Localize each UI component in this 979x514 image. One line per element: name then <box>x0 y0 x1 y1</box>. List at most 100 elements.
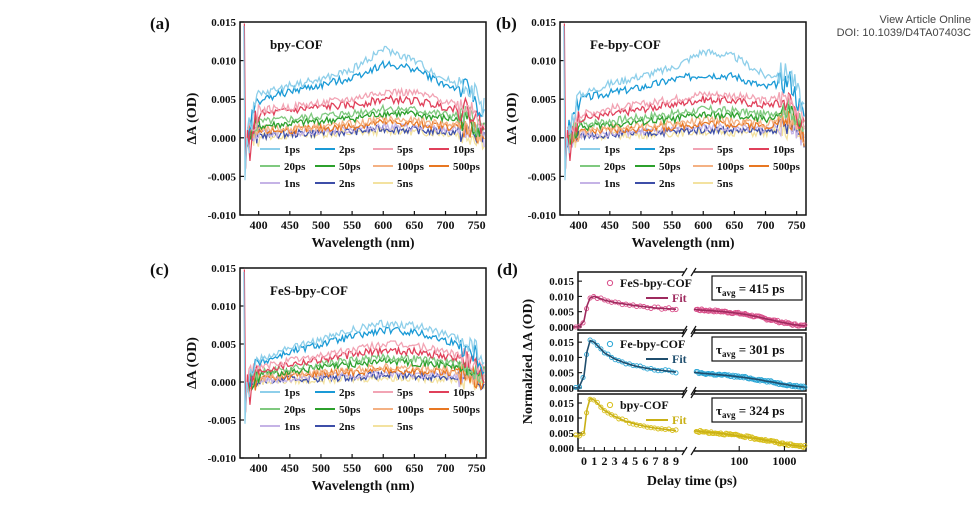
x-tick-label: 0 <box>581 454 587 468</box>
x-axis-label: Delay time (ps) <box>647 474 738 489</box>
legend-entry: 5ps <box>717 144 734 156</box>
tau-box <box>711 336 803 362</box>
data-point <box>598 404 604 410</box>
axis-break <box>681 267 688 277</box>
data-point <box>802 442 808 449</box>
series-line <box>246 340 485 385</box>
x-tick-label: 9 <box>673 454 679 468</box>
x-axis-label: Wavelength (nm) <box>311 479 414 494</box>
legend-entry: 1ns <box>604 178 621 190</box>
x-tick-label: 700 <box>437 461 455 475</box>
legend-entry: 5ps <box>397 387 414 399</box>
legend-entry: 5ps <box>397 144 414 156</box>
fit-line <box>573 295 676 328</box>
plot-frame <box>239 267 487 459</box>
x-tick-label: 8 <box>663 454 669 468</box>
legend-entry: 50ps <box>659 161 681 173</box>
y-tick-label: 0.010 <box>549 352 574 364</box>
legend-marker <box>606 340 614 348</box>
x-tick-label: 700 <box>437 218 455 232</box>
tau-label: τavg = 324 ps <box>716 403 784 420</box>
legend-entry: 10ps <box>773 144 795 156</box>
y-tick-label: -0.005 <box>208 415 237 427</box>
y-tick-label: -0.010 <box>208 453 237 465</box>
y-tick-label: 0.000 <box>549 322 574 334</box>
data-point <box>802 322 808 328</box>
panel-label: (a) <box>150 14 170 33</box>
legend-entry: 2ns <box>339 421 356 433</box>
fit-line <box>573 339 677 389</box>
legend-fit-label: Fit <box>672 291 687 305</box>
axis-break <box>690 389 697 399</box>
y-tick-label: 0.005 <box>549 428 574 440</box>
y-tick-label: 0.010 <box>531 56 556 68</box>
x-tick-label: 700 <box>757 218 775 232</box>
legend-entry: 50ps <box>339 161 361 173</box>
x-tick-label: 500 <box>632 218 650 232</box>
legend-entry: 20ps <box>604 161 626 173</box>
tau-box <box>711 275 803 301</box>
y-tick-label: 0.005 <box>211 94 236 106</box>
data-point <box>594 399 600 405</box>
data-point <box>601 408 607 414</box>
header-note: View Article Online DOI: 10.1039/D4TA074… <box>837 14 971 40</box>
fit-line <box>693 308 806 327</box>
x-tick-label: 600 <box>694 218 712 232</box>
series-line <box>243 271 250 424</box>
y-axis-label: Normalzied ΔA (OD) <box>521 298 536 424</box>
series-line <box>246 45 485 131</box>
data-point <box>591 397 597 403</box>
axis-break <box>681 328 688 338</box>
x-tick-label: 750 <box>788 218 806 232</box>
legend-entry: 100ps <box>397 161 425 173</box>
legend-entry: 2ns <box>659 178 676 190</box>
series-line <box>243 23 254 169</box>
legend-entry: 1ns <box>284 421 301 433</box>
series-line <box>246 319 485 385</box>
legend-entry: 20ps <box>284 404 306 416</box>
y-tick-label: 0.010 <box>211 301 236 313</box>
legend-entry: 5ns <box>397 178 414 190</box>
legend-entry: 10ps <box>453 144 475 156</box>
plot-frame <box>559 21 807 216</box>
series-line <box>566 91 805 141</box>
legend-entry: 100ps <box>397 404 425 416</box>
legend-entry: 20ps <box>284 161 306 173</box>
x-tick-label: 2 <box>601 454 607 468</box>
x-axis-label: Wavelength (nm) <box>311 236 414 251</box>
axis-break <box>681 389 688 399</box>
y-tick-label: 0.015 <box>211 17 236 29</box>
x-tick-label: 750 <box>468 218 486 232</box>
y-tick-label: 0.005 <box>549 307 574 319</box>
series-line <box>246 351 485 388</box>
series-line <box>243 269 254 413</box>
axis-break <box>690 446 697 456</box>
legend-entry: 1ns <box>284 178 301 190</box>
x-tick-label: 100 <box>730 454 748 468</box>
view-article-link[interactable]: View Article Online <box>879 14 971 26</box>
x-tick-label: 3 <box>612 454 618 468</box>
plot-frame <box>577 332 684 392</box>
y-tick-label: 0.010 <box>549 291 574 303</box>
x-tick-label: 600 <box>374 218 392 232</box>
series-line <box>563 25 570 181</box>
x-tick-label: 450 <box>281 218 299 232</box>
axis-break <box>690 328 697 338</box>
x-axis-label: Wavelength (nm) <box>631 236 734 251</box>
x-tick-label: 4 <box>622 454 628 468</box>
y-tick-label: -0.005 <box>208 171 237 183</box>
series-line <box>246 345 485 384</box>
series-line <box>566 71 805 142</box>
series-line <box>566 90 805 136</box>
legend-marker <box>606 401 614 409</box>
x-tick-label: 400 <box>250 218 268 232</box>
axis-break <box>681 446 688 456</box>
plot-frame <box>239 21 487 216</box>
fit-line <box>693 371 806 388</box>
legend-entry: 500ps <box>453 161 481 173</box>
y-tick-label: 0.000 <box>549 383 574 395</box>
series-line <box>246 59 485 142</box>
